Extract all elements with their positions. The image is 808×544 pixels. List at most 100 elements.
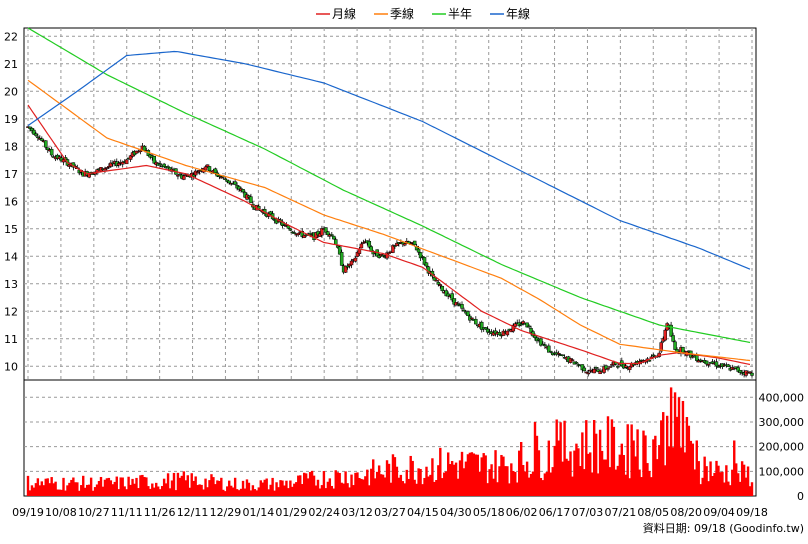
volume-bar: [97, 480, 101, 496]
volume-bar: [366, 469, 369, 496]
volume-bar: [427, 476, 430, 496]
candle-body: [182, 175, 186, 180]
volume-bar: [462, 468, 466, 496]
volume-bar: [565, 458, 568, 496]
volume-bar: [735, 463, 738, 496]
candle-body: [582, 367, 587, 372]
volume-bar: [145, 477, 148, 496]
candle-body: [748, 371, 752, 374]
volume-bar: [514, 472, 517, 496]
price-tick-label: 22: [4, 30, 18, 43]
volume-bar: [604, 459, 608, 496]
volume-bar: [518, 450, 521, 496]
volume-bar: [385, 460, 389, 496]
volume-bar: [470, 452, 474, 496]
volume-bar: [164, 483, 168, 496]
volume-bar: [44, 478, 47, 496]
volume-bar: [506, 466, 509, 496]
candle-body: [361, 242, 366, 244]
candle-body: [109, 162, 113, 167]
volume-bar: [121, 477, 124, 496]
volume-bar: [480, 457, 483, 496]
candle-body: [45, 147, 50, 151]
volume-bar: [417, 468, 420, 496]
date-axis-ticks: 09/19 10/08 10/27 11/11 11/26 12/11 12/29 01/14…: [12, 506, 768, 519]
volume-bar: [551, 467, 554, 496]
volume-bar: [91, 490, 95, 496]
volume-bar: [535, 435, 539, 496]
volume-bar: [419, 468, 422, 496]
volume-bar: [336, 472, 339, 496]
candle-body: [647, 360, 652, 362]
candle-body: [282, 224, 287, 226]
volume-bar: [559, 422, 562, 496]
candle-body: [422, 257, 427, 265]
candle-body: [61, 158, 66, 163]
candle-body: [40, 138, 44, 141]
volume-bar: [89, 477, 93, 496]
volume-bar: [545, 471, 549, 496]
volume-bar: [624, 474, 627, 496]
volume-bar: [492, 478, 495, 496]
volume-bar: [581, 432, 584, 496]
volume-bar: [194, 476, 197, 496]
moving-average-line: [27, 104, 751, 366]
volume-bar: [583, 469, 586, 496]
candle-body: [314, 232, 318, 239]
candle-body: [466, 311, 470, 317]
volume-bar: [488, 469, 491, 496]
price-tick-label: 17: [4, 168, 18, 181]
date-tick-label: 08/20: [670, 506, 702, 519]
candle-body: [456, 303, 460, 305]
volume-bar: [610, 419, 614, 496]
volume-bars: [26, 387, 754, 496]
volume-bar: [405, 469, 408, 496]
volume-bar: [701, 477, 704, 496]
candle-body: [704, 360, 709, 365]
candle-body: [316, 231, 320, 236]
volume-bar: [466, 454, 470, 496]
volume-bar: [474, 454, 478, 496]
candle-body: [726, 364, 731, 367]
volume-bar: [622, 454, 625, 496]
volume-bar: [233, 477, 237, 496]
candle-body: [353, 257, 358, 262]
volume-bar: [662, 412, 665, 496]
volume-bar: [302, 472, 306, 496]
volume-bar: [320, 485, 324, 496]
volume-bar: [519, 441, 523, 496]
volume-bar: [188, 487, 191, 496]
volume-bar: [356, 472, 359, 496]
volume-bar: [681, 400, 685, 496]
candle-body: [606, 368, 610, 370]
candle-body: [627, 366, 632, 370]
volume-bar: [596, 473, 600, 496]
volume-bar: [721, 471, 724, 496]
volume-axis-ticks: 400,000 300,000 200,000 100,000 0: [759, 391, 805, 503]
date-tick-label: 11/26: [144, 506, 176, 519]
volume-bar: [125, 489, 128, 496]
candle-body: [343, 265, 348, 273]
volume-bar: [275, 482, 278, 496]
volume-bar: [723, 482, 726, 496]
volume-bar: [654, 435, 657, 496]
candle-body: [207, 166, 212, 172]
volume-bar: [703, 456, 706, 496]
volume-bar: [358, 477, 361, 496]
volume-bar: [360, 478, 363, 496]
volume-bar: [70, 479, 73, 496]
volume-bar: [241, 480, 245, 496]
volume-bar: [245, 479, 249, 496]
price-tick-label: 13: [4, 278, 18, 291]
volume-bar: [330, 485, 334, 496]
price-tick-label: 21: [4, 58, 18, 71]
volume-bar: [103, 479, 107, 496]
volume-bar: [695, 440, 698, 496]
volume-bar: [72, 477, 75, 496]
volume-bar: [174, 490, 178, 496]
date-tick-label: 01/14: [243, 506, 275, 519]
volume-bar: [119, 477, 122, 496]
volume-bar: [425, 466, 428, 496]
date-tick-label: 02/24: [308, 506, 340, 519]
volume-bar: [301, 484, 304, 496]
